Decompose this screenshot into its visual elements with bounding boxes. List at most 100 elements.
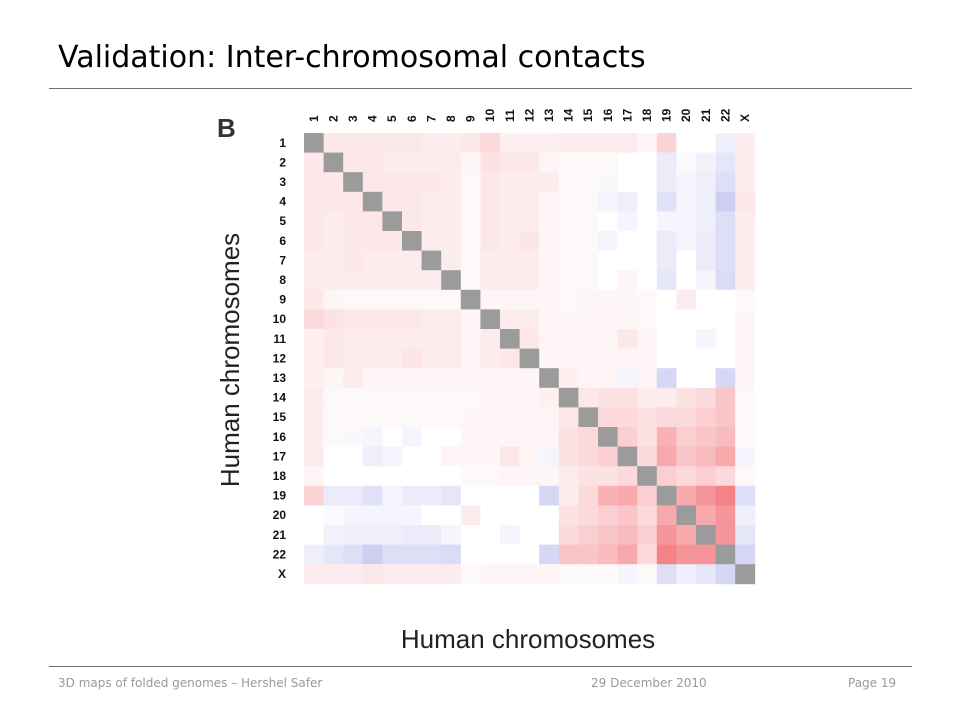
heatmap-cell	[421, 525, 442, 545]
heatmap-cell	[598, 152, 618, 173]
heatmap-cell	[500, 250, 520, 271]
heatmap-diagonal-cell	[598, 427, 618, 447]
column-tick-label: 1	[307, 115, 321, 122]
heatmap-cell	[402, 211, 422, 232]
heatmap-cell	[539, 191, 560, 212]
heatmap-cell	[382, 446, 403, 467]
heatmap-cell	[519, 446, 540, 467]
heatmap-cell	[500, 133, 520, 153]
heatmap-cell	[323, 564, 344, 585]
heatmap-diagonal-cell	[421, 250, 442, 271]
column-tick-label: 5	[385, 115, 399, 122]
heatmap-cell	[382, 172, 403, 193]
heatmap-cell	[656, 152, 677, 173]
heatmap-cell	[402, 191, 422, 212]
heatmap-cell	[421, 289, 442, 310]
heatmap-cell	[617, 427, 638, 447]
heatmap-cell	[500, 505, 520, 526]
heatmap-cell	[343, 191, 364, 212]
heatmap-cell	[519, 564, 540, 585]
heatmap-cell	[617, 211, 638, 232]
heatmap-cell	[539, 133, 560, 153]
heatmap-cell	[441, 485, 462, 506]
heatmap-cell	[343, 250, 364, 271]
heatmap-cell	[421, 544, 442, 565]
heatmap-cell	[382, 407, 403, 428]
heatmap-cell	[656, 133, 677, 153]
heatmap-cell	[343, 231, 364, 251]
heatmap-cell	[598, 211, 618, 232]
heatmap-cell	[519, 505, 540, 526]
heatmap-cell	[598, 466, 618, 487]
heatmap-cell	[421, 564, 442, 585]
heatmap-diagonal-cell	[656, 485, 677, 506]
heatmap-cell	[500, 427, 520, 447]
heatmap-cell	[617, 407, 638, 428]
heatmap-cell	[460, 211, 481, 232]
heatmap-cell	[558, 485, 579, 506]
heatmap-cell	[715, 466, 736, 487]
heatmap-cell	[539, 289, 560, 310]
column-tick-label: 8	[444, 115, 458, 122]
heatmap-cell	[598, 270, 618, 291]
row-tick-label: X	[278, 567, 286, 581]
heatmap-cell	[637, 309, 658, 330]
heatmap-cell	[696, 289, 716, 310]
heatmap-cell	[304, 270, 324, 291]
heatmap-cell	[637, 172, 658, 193]
heatmap-cell	[637, 407, 658, 428]
heatmap-cell	[362, 427, 383, 447]
heatmap-cell	[362, 407, 383, 428]
heatmap-cell	[696, 250, 716, 271]
heatmap-cell	[735, 250, 756, 271]
heatmap-cell	[656, 172, 677, 193]
heatmap-cell	[656, 289, 677, 310]
heatmap-cell	[656, 250, 677, 271]
heatmap-cell	[676, 368, 697, 389]
heatmap-cell	[735, 466, 756, 487]
heatmap-cell	[460, 466, 481, 487]
heatmap-cell	[715, 250, 736, 271]
heatmap-cell	[735, 191, 756, 212]
heatmap-cell	[696, 368, 716, 389]
heatmap-cell	[421, 329, 442, 349]
heatmap-diagonal-cell	[402, 231, 422, 251]
heatmap-cell	[343, 329, 364, 349]
heatmap-cell	[558, 289, 579, 310]
heatmap-cell	[362, 309, 383, 330]
heatmap-cell	[460, 329, 481, 349]
heatmap-cell	[617, 485, 638, 506]
heatmap-cell	[598, 250, 618, 271]
heatmap-cell	[323, 525, 344, 545]
column-tick-label: 18	[640, 108, 654, 122]
heatmap-cell	[696, 348, 716, 369]
heatmap-cell	[519, 133, 540, 153]
heatmap-cell	[735, 485, 756, 506]
heatmap-cell	[382, 270, 403, 291]
heatmap-cell	[676, 211, 697, 232]
heatmap-cell	[637, 505, 658, 526]
heatmap-cell	[421, 348, 442, 369]
heatmap-cell	[402, 172, 422, 193]
heatmap-cell	[362, 485, 383, 506]
heatmap-cell	[362, 152, 383, 173]
heatmap-cell	[519, 368, 540, 389]
heatmap-cell	[539, 309, 560, 330]
row-tick-label: 22	[273, 547, 287, 561]
heatmap-cell	[519, 309, 540, 330]
heatmap-cell	[696, 446, 716, 467]
heatmap-cell	[402, 446, 422, 467]
heatmap-cell	[362, 329, 383, 349]
heatmap-cell	[735, 211, 756, 232]
heatmap-cell	[304, 348, 324, 369]
heatmap-cell	[598, 525, 618, 545]
heatmap-cell	[460, 505, 481, 526]
heatmap-cell	[304, 309, 324, 330]
heatmap-cell	[715, 485, 736, 506]
heatmap-cell	[637, 152, 658, 173]
heatmap-cell	[519, 191, 540, 212]
heatmap-cell	[362, 564, 383, 585]
heatmap-diagonal-cell	[715, 544, 736, 565]
heatmap-cell	[539, 466, 560, 487]
